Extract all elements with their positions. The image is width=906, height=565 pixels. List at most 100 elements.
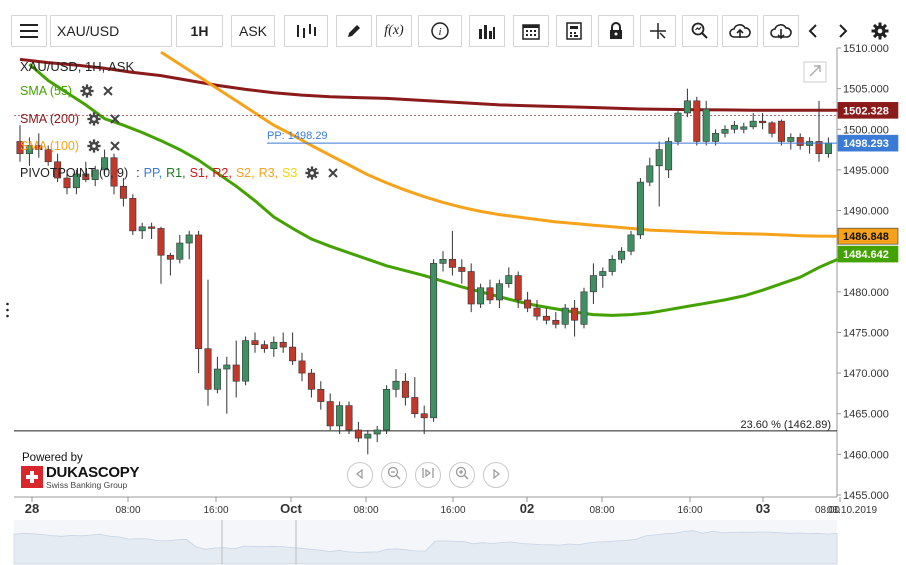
draw-tool-button[interactable] [336, 15, 372, 47]
candle-body [495, 283, 503, 301]
calculator-icon [566, 22, 582, 40]
candle-body [72, 173, 80, 189]
price-tag [837, 134, 899, 152]
indicator-sma55[interactable]: SMA (55) [20, 82, 114, 100]
candle-body [307, 372, 315, 390]
time-axis[interactable]: 28 08:00 16:00 Oct 08:00 16:00 02 08:00 16:00 03 0… [25, 497, 841, 516]
upload-button[interactable] [722, 15, 758, 47]
chart-type-button[interactable] [284, 15, 328, 47]
symbol-selector[interactable]: XAU/USD [50, 15, 172, 47]
settings-button[interactable] [866, 15, 894, 47]
candle-body [16, 141, 24, 154]
candle-body [815, 141, 823, 154]
pivot-separator: : [136, 166, 140, 180]
expand-icon[interactable] [803, 61, 827, 83]
bar-chart-button[interactable] [469, 15, 505, 47]
download-button[interactable] [763, 15, 799, 47]
chart-header: XAU/USD, 1H, ASK [20, 58, 135, 74]
candle-body [35, 145, 43, 150]
reset-view-button[interactable] [415, 462, 441, 488]
candle-body [458, 267, 466, 272]
candle-body [448, 259, 456, 268]
calculator-button[interactable] [556, 15, 592, 47]
price-tag-label: 1498.293 [843, 138, 889, 150]
candle-body [514, 275, 522, 301]
svg-text:i: i [438, 26, 441, 38]
brand-name: DUKASCOPY [46, 464, 140, 481]
candle-body [580, 291, 588, 325]
chevron-right-icon [837, 23, 849, 39]
candle-body [251, 340, 259, 345]
menu-button[interactable] [11, 15, 47, 47]
price-axis[interactable]: 1455.000 1460.000 1465.000 1470.000 1475.000… [837, 43, 889, 502]
close-icon[interactable] [327, 167, 339, 179]
candle-body [213, 368, 221, 390]
close-icon[interactable] [109, 113, 121, 125]
candle-body [749, 120, 757, 128]
zoom-button[interactable] [682, 15, 718, 47]
price-tag [837, 102, 899, 119]
candle-body [542, 315, 550, 321]
calendar-button[interactable] [513, 15, 549, 47]
close-icon[interactable] [102, 85, 114, 97]
candle-body [665, 141, 673, 171]
candle-body [270, 341, 278, 350]
indicator-label: SMA (55) [20, 84, 73, 98]
crosshair-icon [649, 22, 667, 40]
price-tag-label: 1486.848 [843, 231, 889, 243]
toolbar: XAU/USD 1H ASK f(x) i [0, 0, 906, 62]
price-tick-label: 1495.000 [843, 165, 889, 177]
cloud-download-icon [770, 22, 792, 40]
time-tick-label: Oct [280, 501, 302, 516]
candle-body [204, 348, 212, 390]
indicator-pivot[interactable]: PIVOTPOINT (0, 9) : PP, R1, S1, R2, S2, … [20, 164, 339, 182]
pan-left-button[interactable] [347, 462, 373, 488]
indicator-label: PIVOTPOINT (0, 9) [20, 166, 129, 180]
lock-icon [608, 22, 624, 40]
crosshair-button[interactable] [640, 15, 676, 47]
gear-icon[interactable] [87, 112, 101, 126]
price-tick-label: 1465.000 [843, 409, 889, 421]
pan-right-button[interactable] [483, 462, 509, 488]
candle-body [702, 108, 710, 142]
pivot-pp-label: PP: 1498.29 [267, 130, 328, 142]
price-tick-label: 1500.000 [843, 124, 889, 136]
indicator-sma200[interactable]: SMA (200) [20, 110, 121, 128]
price-side-selector[interactable]: ASK [231, 15, 275, 47]
candle-body [279, 341, 287, 348]
fit-icon [421, 466, 435, 484]
price-tag [837, 245, 899, 263]
candles-icon [295, 23, 317, 39]
close-icon[interactable] [109, 140, 121, 152]
gear-icon[interactable] [87, 139, 101, 153]
candle-body [486, 287, 494, 301]
price-tag-label: 1502.328 [843, 105, 889, 117]
gear-icon[interactable] [305, 166, 319, 180]
pivot-r3: R3, [258, 166, 279, 180]
candle-body [298, 360, 306, 374]
candle-body [54, 161, 62, 179]
indicators-button[interactable]: f(x) [376, 15, 412, 47]
indicator-sma100[interactable]: SMA (100) [20, 137, 121, 155]
info-button[interactable]: i [418, 15, 462, 47]
candle-body [195, 234, 203, 350]
candle-body [101, 157, 109, 171]
price-tick-label: 1460.000 [843, 449, 889, 461]
zoom-in-button[interactable] [449, 462, 475, 488]
candle-body [138, 226, 146, 232]
lock-button[interactable] [598, 15, 634, 47]
zoom-out-button[interactable] [381, 462, 407, 488]
sma200-line [19, 57, 838, 112]
candle-body [439, 259, 447, 264]
timeframe-selector[interactable]: 1H [176, 15, 223, 47]
candle-body [383, 389, 391, 431]
gear-icon[interactable] [80, 84, 94, 98]
panel-resize-handle[interactable] [6, 302, 9, 318]
scroll-left-button[interactable] [800, 15, 826, 47]
pivot-pp-line: PP: 1498.29 [267, 130, 837, 144]
candle-body [740, 126, 748, 130]
fibonacci-level: 23.60 % (1462.89) [14, 419, 837, 432]
scroll-right-button[interactable] [830, 15, 856, 47]
time-tick-label: 08:00 [815, 505, 840, 516]
